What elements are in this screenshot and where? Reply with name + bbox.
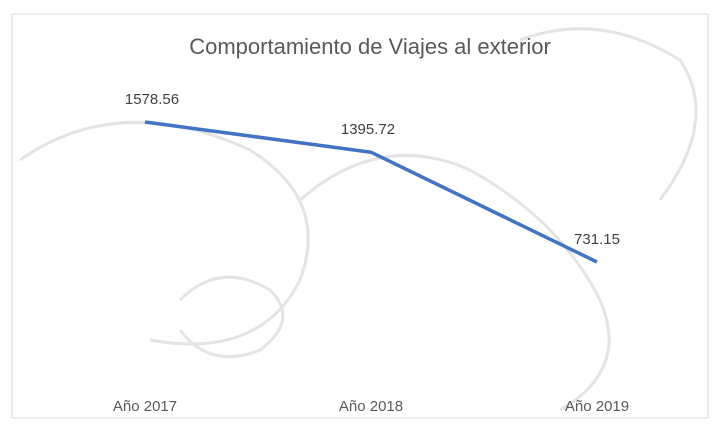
data-label: 1395.72	[341, 121, 395, 138]
x-tick-label: Año 2018	[339, 398, 403, 415]
data-line	[144, 120, 598, 264]
watermark	[19, 27, 698, 412]
x-tick-label: Año 2017	[113, 398, 177, 415]
x-tick-label: Año 2019	[565, 398, 629, 415]
data-label: 731.15	[574, 231, 620, 248]
chart-title: Comportamiento de Viajes al exterior	[189, 34, 551, 59]
data-label: 1578.56	[125, 91, 179, 108]
chart-frame	[11, 13, 709, 419]
